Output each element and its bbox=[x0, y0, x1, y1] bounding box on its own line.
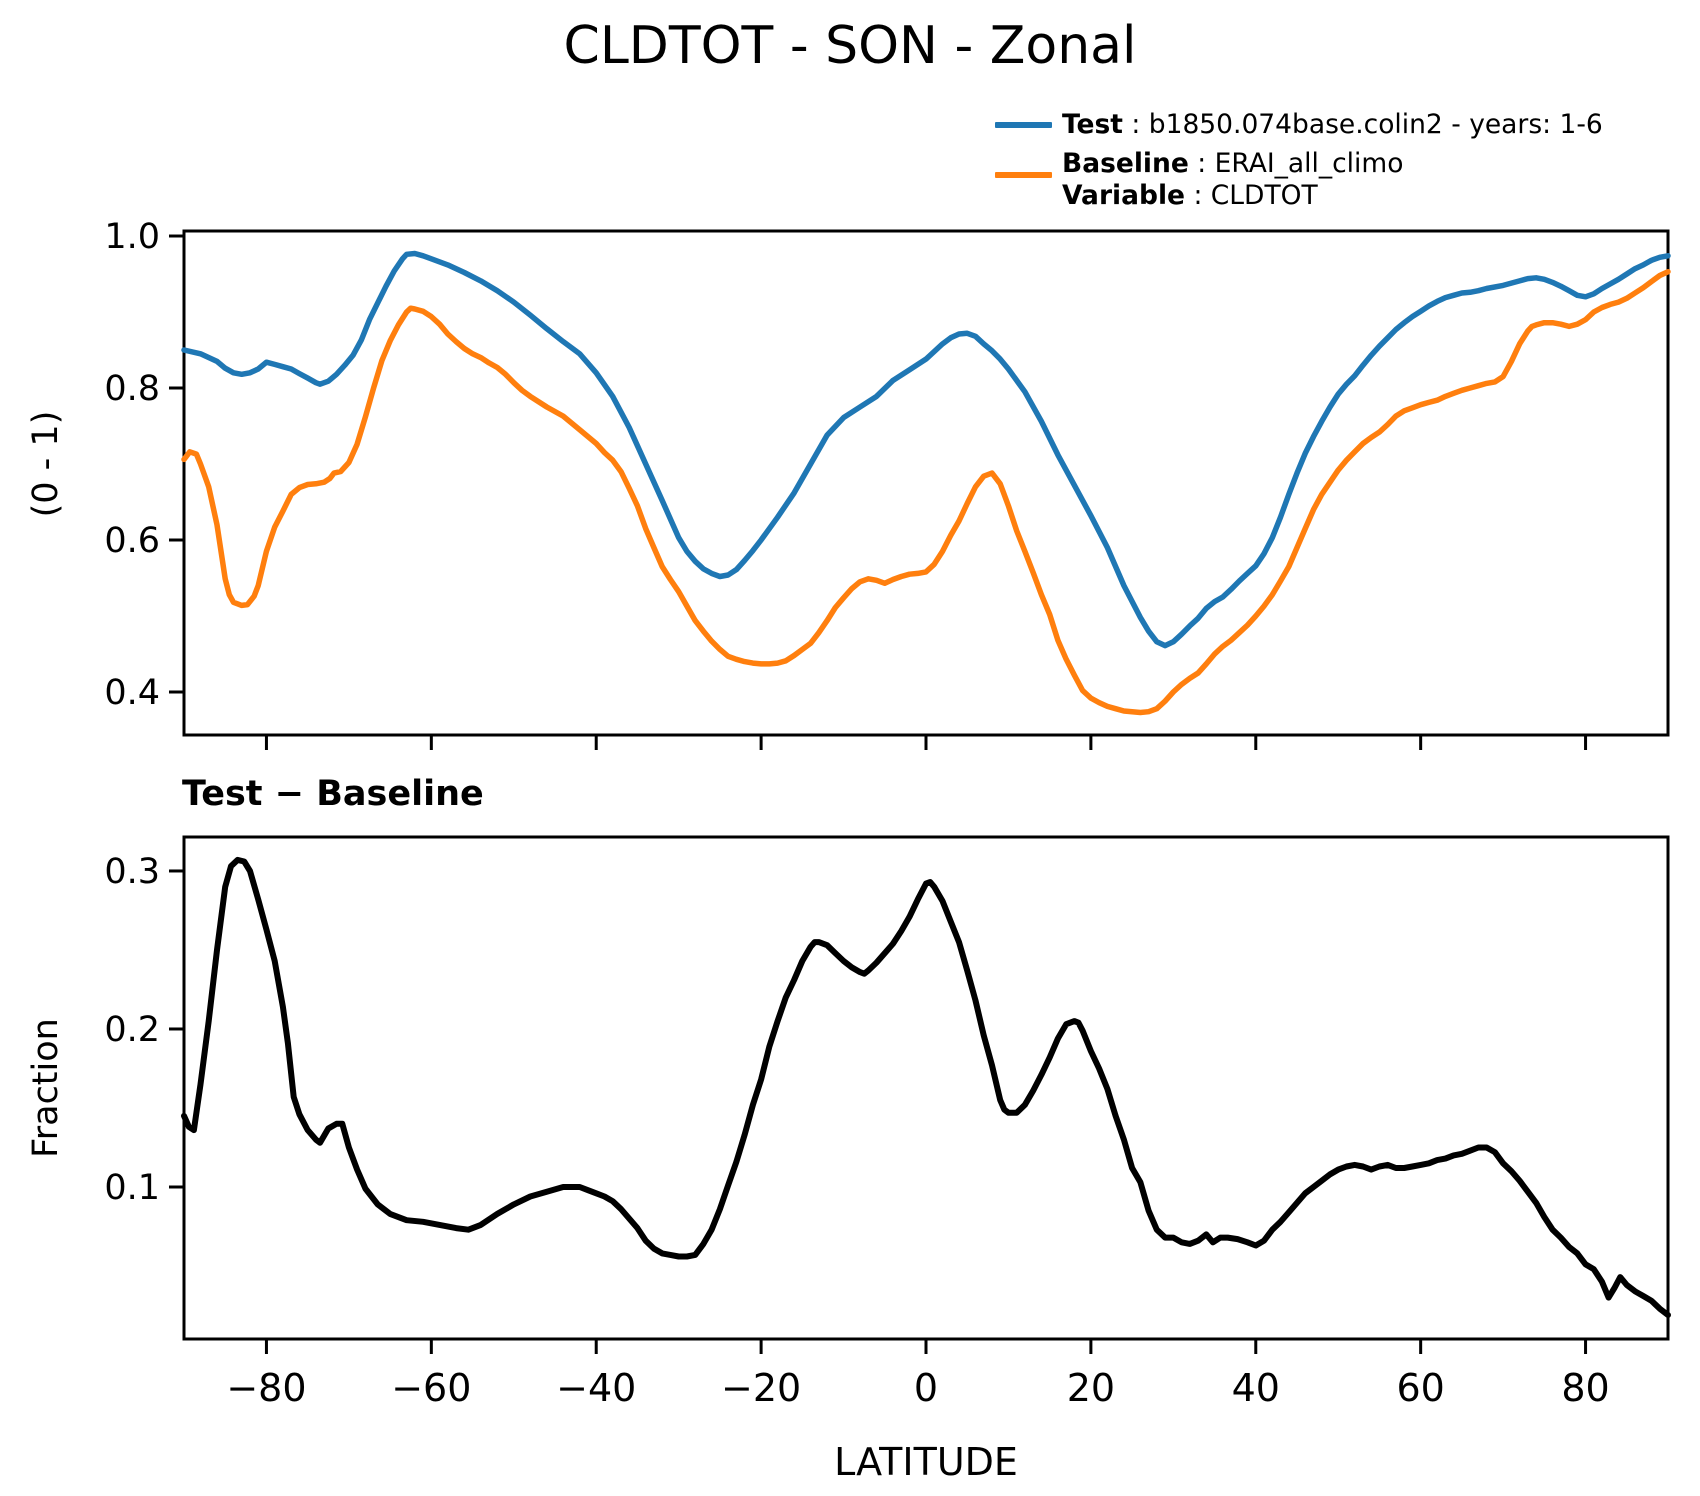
legend-swatch-baseline bbox=[995, 172, 1052, 178]
legend-entry-variable: Variable : CLDTOT bbox=[1062, 180, 1318, 211]
chart-title: CLDTOT - SON - Zonal bbox=[563, 16, 1137, 76]
x-tick-label: −40 bbox=[556, 1366, 636, 1410]
legend-variable-value: : CLDTOT bbox=[1185, 180, 1318, 211]
legend-variable-label: Variable bbox=[1062, 180, 1186, 211]
test-line bbox=[181, 250, 1671, 649]
axes-frame bbox=[182, 835, 1670, 1341]
y-tick-label: 0.1 bbox=[104, 1168, 160, 1208]
x-tick-label: 60 bbox=[1396, 1366, 1444, 1410]
test-minus-baseline-line bbox=[181, 856, 1671, 1318]
legend-entry-baseline: Baseline : ERAI_all_climo bbox=[1062, 148, 1403, 179]
legend-entry-test: Test : b1850.074base.colin2 - years: 1-6 bbox=[1062, 109, 1603, 140]
legend-test-value: : b1850.074base.colin2 - years: 1-6 bbox=[1122, 109, 1603, 140]
x-tick-label: −20 bbox=[721, 1366, 801, 1410]
x-tick-label: 20 bbox=[1067, 1366, 1115, 1410]
x-tick-label: −60 bbox=[391, 1366, 471, 1410]
y-tick-label: 0.3 bbox=[104, 852, 160, 892]
x-tick-label: 0 bbox=[914, 1366, 938, 1410]
baseline-line bbox=[181, 268, 1671, 716]
y-tick-label: 1.0 bbox=[104, 217, 160, 257]
legend-baseline-value: : ERAI_all_climo bbox=[1188, 148, 1404, 179]
diff-panel-ylabel: Fraction bbox=[26, 1018, 66, 1158]
y-tick-label: 0.8 bbox=[104, 369, 160, 409]
y-tick-label: 0.2 bbox=[104, 1010, 160, 1050]
top-panel-ylabel: (0 - 1) bbox=[26, 410, 66, 518]
legend-test-label: Test bbox=[1062, 109, 1123, 140]
axes-frame bbox=[182, 229, 1670, 737]
legend-baseline-label: Baseline bbox=[1062, 148, 1189, 179]
x-tick-label: 40 bbox=[1232, 1366, 1280, 1410]
x-tick-label: 80 bbox=[1561, 1366, 1609, 1410]
x-tick-label: −80 bbox=[226, 1366, 306, 1410]
y-tick-label: 0.4 bbox=[104, 673, 160, 713]
y-tick-label: 0.6 bbox=[104, 521, 160, 561]
diff-panel-title: Test − Baseline bbox=[182, 774, 484, 814]
legend-swatch-test bbox=[995, 122, 1052, 128]
x-axis-label: LATITUDE bbox=[834, 1440, 1018, 1484]
